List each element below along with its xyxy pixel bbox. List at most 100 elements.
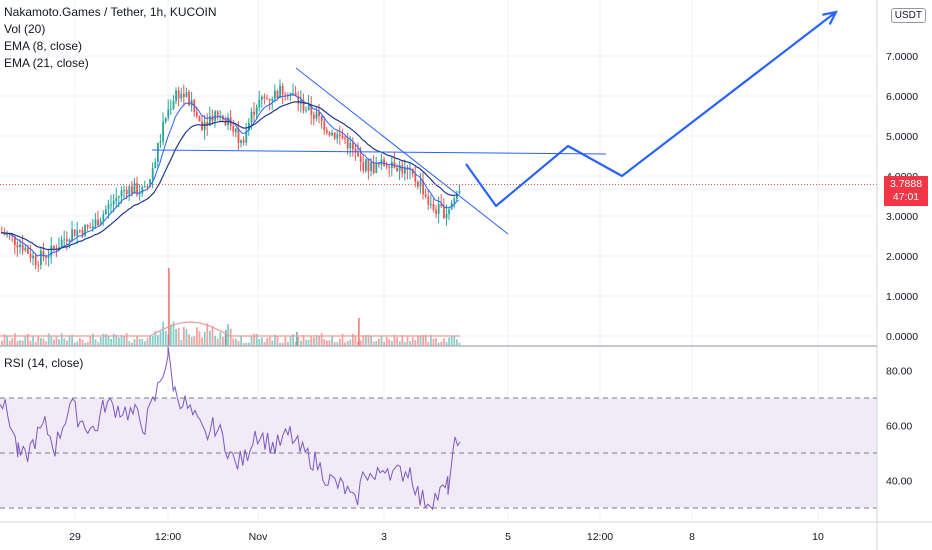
candle (437, 203, 440, 214)
candle (443, 206, 445, 219)
candle (172, 100, 175, 109)
candle (276, 90, 279, 99)
volume-bar (209, 330, 211, 346)
volume-bar (201, 337, 203, 346)
rsi-axis[interactable]: 40.00 60.00 80.00 (886, 366, 912, 488)
candle (458, 191, 461, 194)
currency-badge[interactable]: USDT (890, 8, 926, 23)
candle (190, 100, 193, 106)
candle (63, 239, 66, 241)
volume-bar (214, 335, 216, 346)
candle (32, 255, 34, 258)
candle (271, 98, 274, 101)
ema-21-line (0, 101, 459, 251)
candle (170, 108, 172, 110)
candle (118, 196, 120, 198)
candle (378, 163, 380, 165)
rsi-title[interactable]: RSI (14, close) (4, 356, 84, 370)
candle (388, 166, 391, 168)
volume-bar (320, 333, 323, 346)
candle (175, 90, 177, 101)
volume-bar (92, 333, 94, 346)
candle (411, 168, 414, 174)
price-tick: 2.0000 (886, 251, 918, 263)
candle (60, 239, 63, 248)
volume-bar (16, 341, 19, 346)
candle (24, 248, 27, 251)
volume-bar (284, 336, 287, 346)
volume-bar (71, 334, 73, 346)
candle (341, 135, 344, 139)
volume-bar (222, 336, 224, 346)
candle (154, 162, 157, 169)
candle (453, 198, 456, 203)
candle (76, 230, 79, 236)
volume-bar (94, 339, 97, 346)
volume-bar (40, 338, 42, 346)
volume-bar (456, 339, 458, 346)
candle (250, 111, 253, 123)
candle (84, 225, 86, 236)
volume-bar (414, 340, 417, 346)
volume-bar (261, 337, 263, 346)
candle (164, 118, 167, 122)
volume-bar (341, 333, 344, 346)
candle (245, 130, 248, 143)
candle (422, 180, 424, 195)
volume-bar (331, 336, 333, 346)
price-tick: 3.0000 (886, 211, 918, 223)
volume-bar (333, 342, 336, 346)
volume-bar (47, 333, 50, 346)
drawings[interactable] (151, 10, 839, 235)
volume-bar (107, 336, 110, 346)
volume-bar (159, 331, 162, 346)
volume-bar (445, 342, 448, 346)
volume-bar (359, 340, 362, 346)
volume-bar (73, 342, 76, 346)
volume-bar (354, 335, 357, 346)
volume-bar (266, 337, 268, 346)
candle (37, 264, 40, 266)
candle (354, 148, 357, 153)
volume-bar (250, 335, 253, 346)
indicator-volume[interactable]: Vol (20) (4, 22, 46, 36)
candle (435, 209, 437, 214)
candle (240, 140, 242, 144)
candle (34, 255, 37, 265)
candle (279, 85, 281, 99)
indicator-ema-8[interactable]: EMA (8, close) (4, 39, 83, 53)
symbol-title[interactable]: Nakamoto.Games / Tether, 1h, KUCOIN (4, 5, 217, 19)
candle (359, 156, 362, 162)
price-tick: 1.0000 (886, 291, 918, 303)
candle (349, 142, 352, 149)
volume-bar (370, 336, 372, 346)
candle (310, 104, 313, 115)
candle (380, 159, 383, 165)
volume-bar (133, 339, 136, 346)
volume-bar (391, 340, 393, 346)
volume-bar (105, 334, 107, 346)
volume-bar (141, 338, 144, 346)
volume-bar (175, 328, 177, 346)
candle (261, 96, 263, 100)
candle (406, 167, 409, 171)
ema-8-line (0, 94, 459, 257)
volume-bar (315, 334, 318, 346)
candle (352, 142, 354, 149)
candle (427, 196, 430, 205)
volume-bar (289, 335, 292, 346)
candle (385, 165, 388, 167)
candle (313, 114, 315, 119)
volume-bar (393, 334, 396, 346)
volume-bar (190, 336, 193, 346)
rsi-tick: 60.00 (886, 421, 912, 433)
candle (16, 244, 19, 248)
indicator-ema-21[interactable]: EMA (21, close) (4, 56, 89, 70)
volume-bar (55, 335, 58, 346)
candle (242, 140, 245, 143)
time-axis[interactable]: 29 12:00 Nov 3 5 12:00 8 10 (69, 531, 824, 543)
candle (42, 250, 45, 257)
candle (284, 94, 287, 96)
volume-bar (430, 334, 432, 346)
